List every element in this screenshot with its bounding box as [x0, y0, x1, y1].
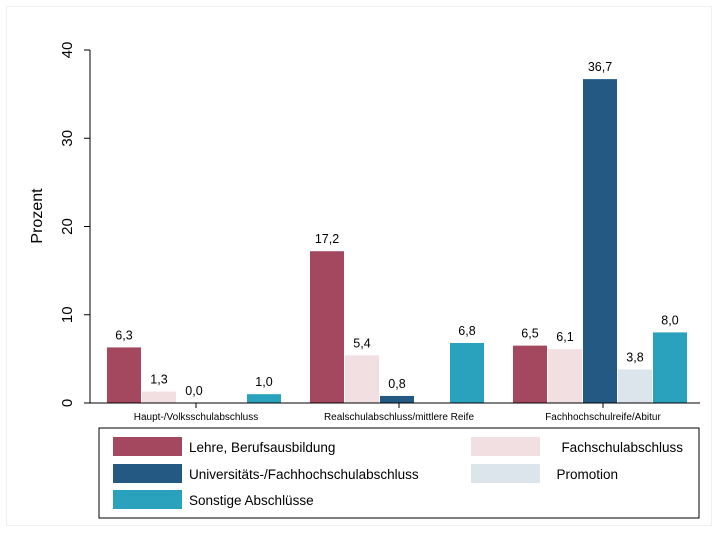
data-label: 5,4	[353, 336, 370, 350]
bar	[450, 342, 484, 403]
bar	[583, 79, 617, 403]
data-label: 6,8	[458, 324, 475, 338]
y-axis-label: Prozent	[29, 188, 46, 244]
data-label: 1,0	[255, 375, 272, 389]
legend-item: Fachschulabschluss	[471, 437, 683, 456]
x-category-label: Realschulabschluss/mittlere Reife	[324, 412, 475, 423]
legend-label: Universitäts-/Fachhochschulabschluss	[189, 467, 419, 482]
y-tick-label: 20	[59, 218, 76, 235]
bar	[247, 394, 281, 403]
legend-swatch	[113, 464, 182, 483]
data-label: 6,3	[115, 328, 132, 342]
bar	[107, 347, 141, 403]
legend-label: Lehre, Berufsausbildung	[189, 440, 335, 455]
legend-item: Universitäts-/Fachhochschulabschluss	[113, 464, 419, 483]
legend-swatch	[471, 464, 540, 483]
legend-item: Lehre, Berufsausbildung	[113, 437, 335, 456]
y-tick-label: 10	[59, 306, 76, 323]
bar	[380, 395, 414, 403]
data-label: 3,8	[626, 350, 643, 364]
data-label: 36,7	[588, 60, 612, 74]
legend-label: Promotion	[556, 467, 618, 482]
data-label: 0,0	[185, 384, 202, 398]
y-tick-label: 0	[59, 399, 76, 407]
x-category-label: Haupt-/Volksschulabschluss	[134, 412, 259, 423]
bar	[142, 391, 176, 403]
legend-label: Fachschulabschluss	[561, 440, 683, 455]
y-tick-label: 40	[59, 42, 76, 59]
data-label: 0,8	[388, 377, 405, 391]
legend-swatch	[471, 437, 540, 456]
x-axis: Haupt-/Volksschulabschluss Realschulabsch…	[90, 402, 700, 423]
data-label: 6,1	[556, 330, 573, 344]
bar	[653, 332, 687, 403]
y-tick-label: 30	[59, 130, 76, 147]
bars: 6,3 1,3 0,0 1,0 17,2 5,4 0,8 6,8 6,5 6,1 36,7 3,8 8,…	[107, 60, 687, 403]
legend-swatch	[113, 437, 182, 456]
y-axis: 0 10 20 30 40	[59, 42, 91, 407]
legend: Lehre, Berufsausbildung Fachschulabschlus…	[98, 427, 700, 519]
data-label: 6,5	[521, 327, 538, 341]
bar	[345, 355, 379, 403]
bar	[513, 345, 547, 403]
legend-swatch	[113, 490, 182, 509]
x-category-label: Fachhochschulreife/Abitur	[545, 412, 661, 423]
data-label: 17,2	[315, 232, 339, 246]
bar	[548, 349, 582, 403]
bar	[618, 369, 652, 403]
legend-label: Sonstige Abschlüsse	[189, 493, 314, 508]
data-label: 8,0	[661, 313, 678, 327]
legend-item: Sonstige Abschlüsse	[113, 490, 314, 509]
bar	[310, 251, 344, 403]
legend-item: Promotion	[471, 464, 618, 483]
data-label: 1,3	[150, 373, 167, 387]
legend-box	[98, 427, 700, 519]
